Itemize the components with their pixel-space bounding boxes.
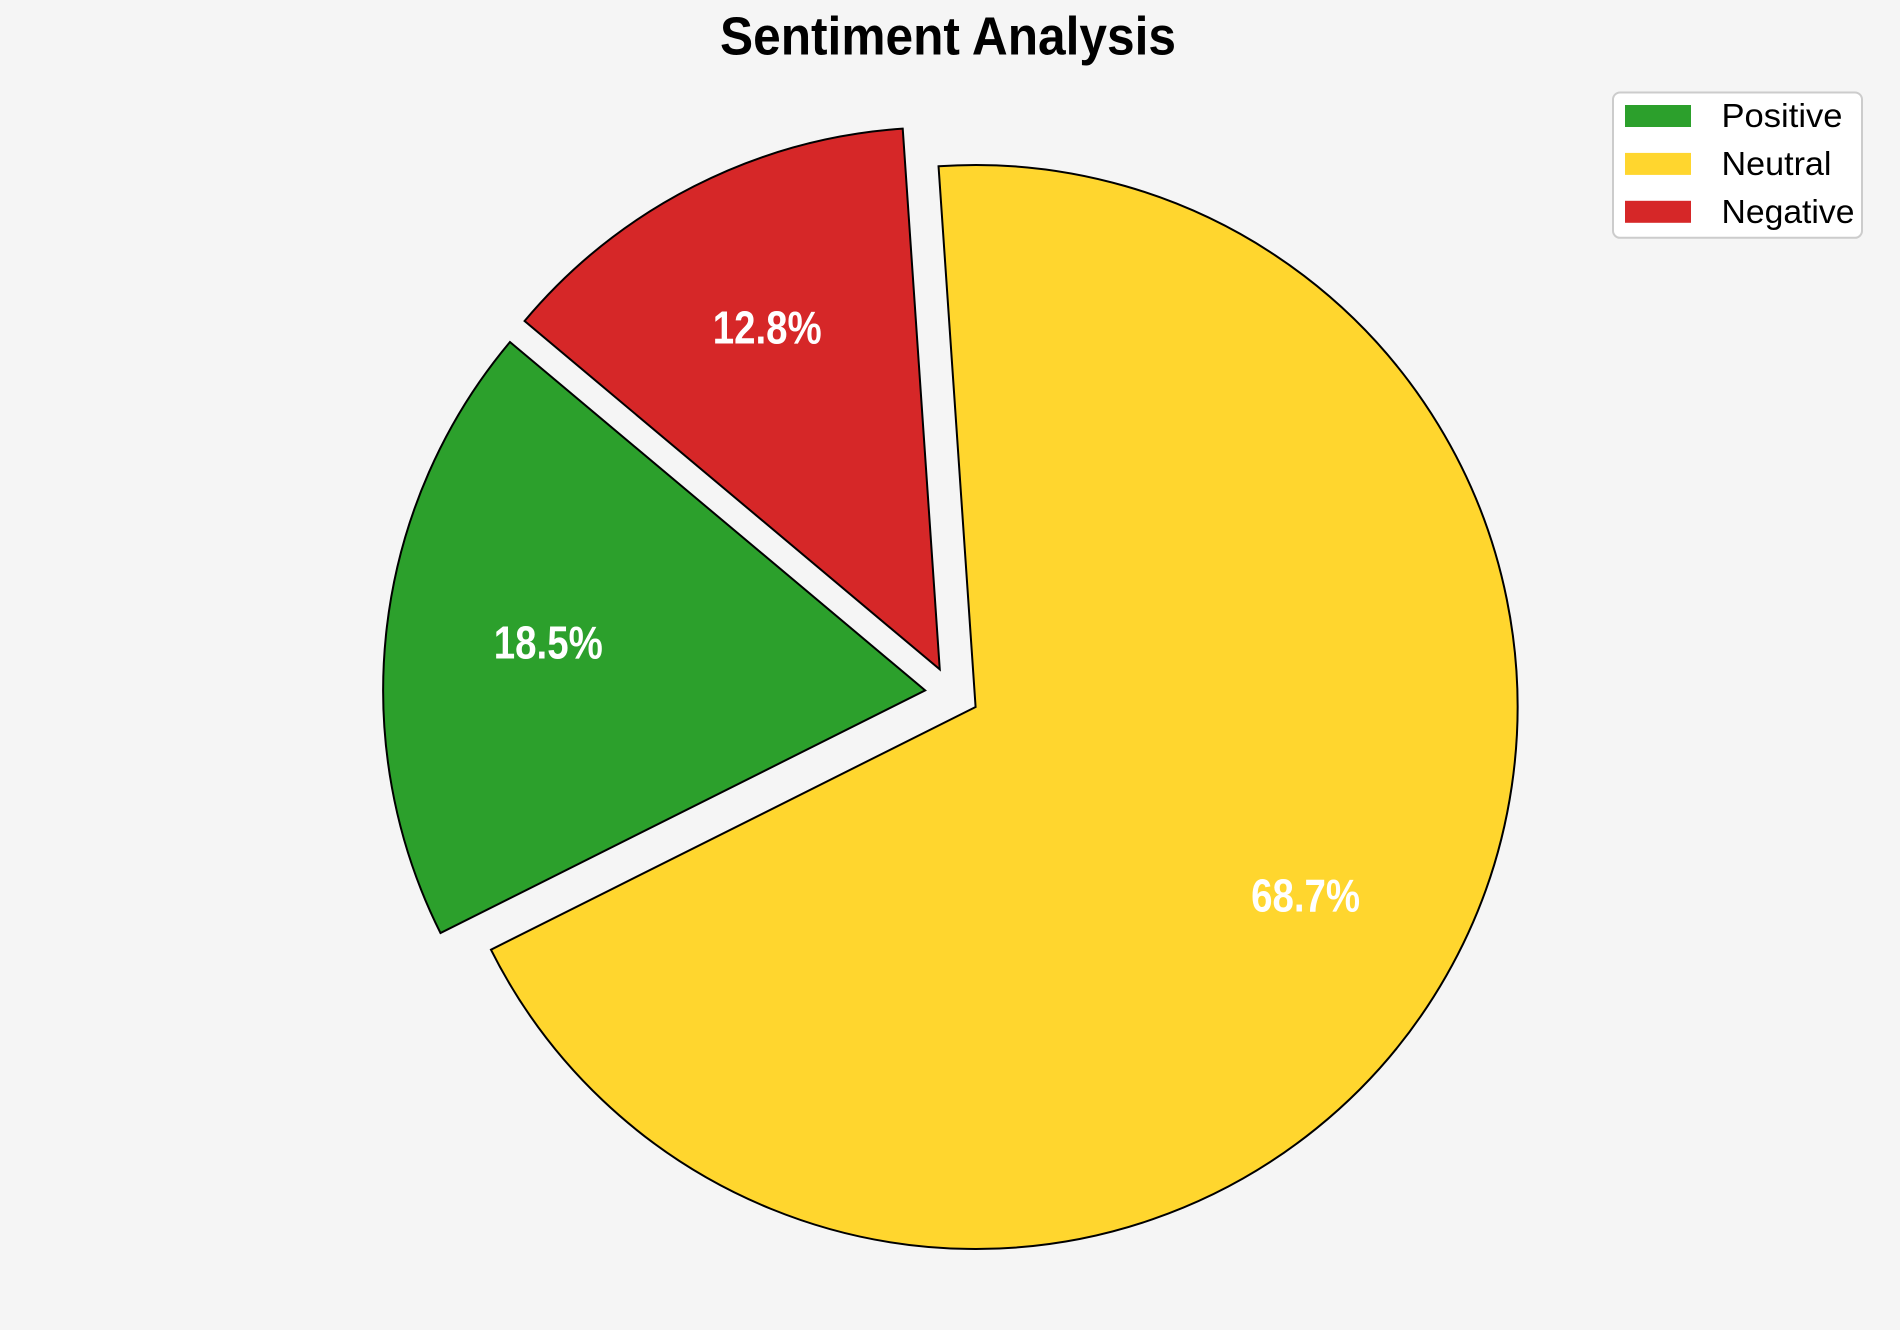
svg-text:68.7%: 68.7% <box>1251 869 1360 921</box>
svg-text:Positive: Positive <box>1722 97 1843 134</box>
svg-text:18.5%: 18.5% <box>494 617 603 669</box>
svg-text:Neutral: Neutral <box>1722 145 1832 182</box>
svg-text:Sentiment Analysis: Sentiment Analysis <box>720 7 1176 67</box>
svg-text:Negative: Negative <box>1722 193 1855 230</box>
svg-text:12.8%: 12.8% <box>713 302 822 354</box>
